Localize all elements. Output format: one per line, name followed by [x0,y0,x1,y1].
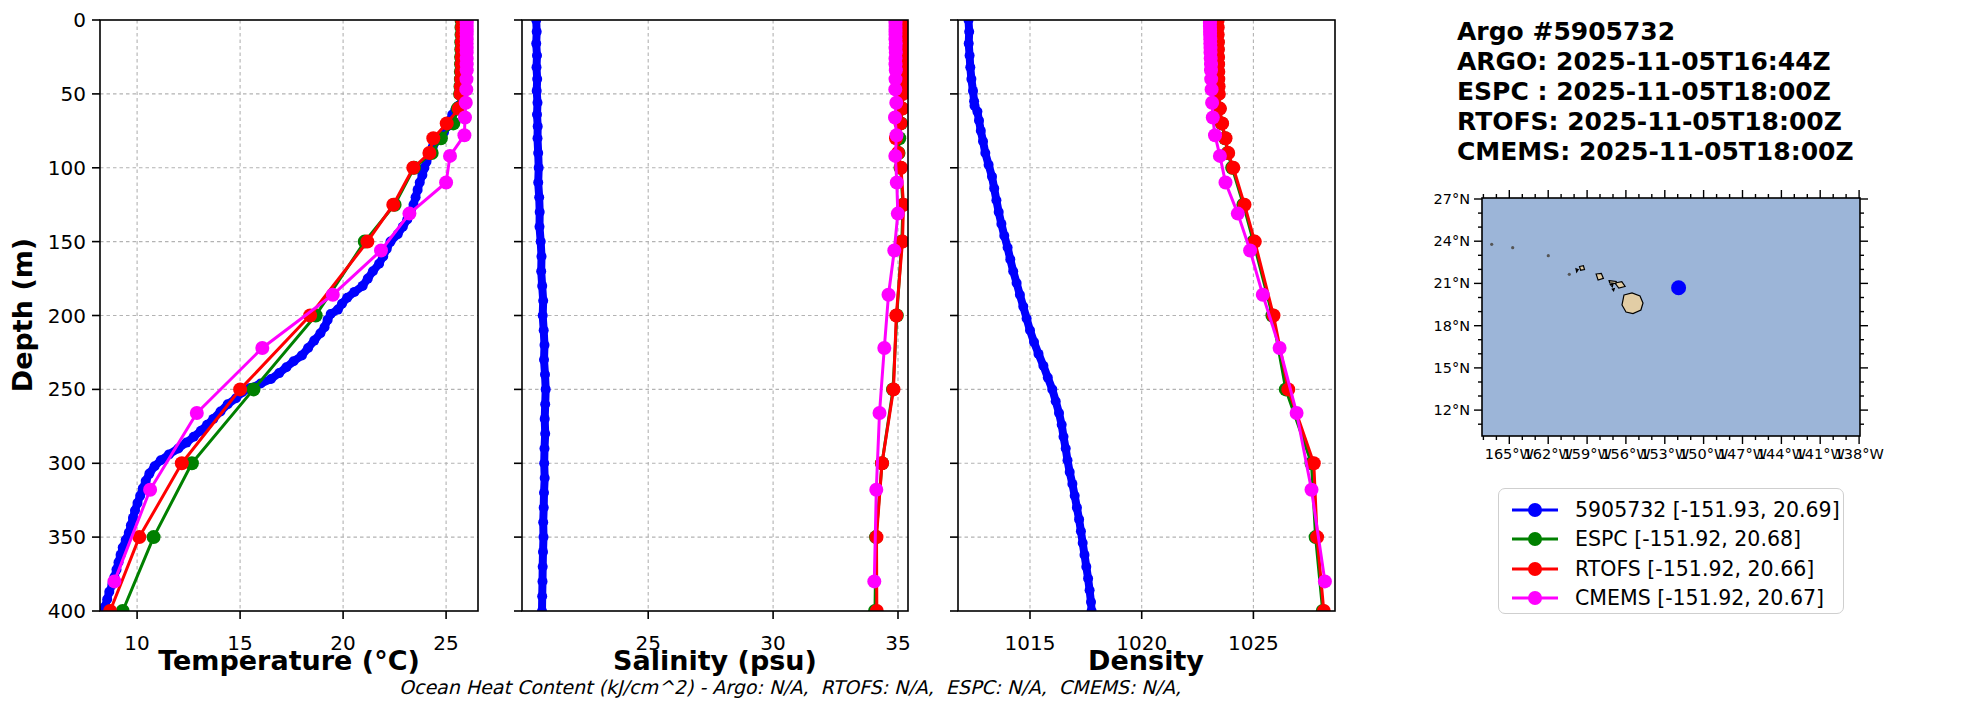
rtofs-line-marker-icon [1509,560,1561,578]
legend-label-espc: ESPC [-151.92, 20.68] [1575,527,1801,551]
espc-series-line [116,13,469,618]
depth-tick-label: 100 [48,156,86,180]
islet [1547,254,1550,257]
map-lat-label: 18°N [1433,318,1470,334]
map-lon-label: 138°W [1834,446,1883,462]
info-line-rtofs: RTOFS: 2025-11-05T18:00Z [1457,107,1854,137]
depth-tick-label: 200 [48,304,86,328]
map-ocean [1482,198,1860,436]
map-lat-label: 12°N [1433,402,1470,418]
info-line-espc: ESPC : 2025-11-05T18:00Z [1457,77,1854,107]
density-plot: 101510201025 [950,13,1335,655]
island-bigisland [1622,293,1643,314]
depth-axis-label: Depth (m) [7,238,38,392]
cmems-line-marker-icon [1509,589,1561,607]
figure: 1015202505010015020025030035040025303510… [0,0,1967,712]
info-line-cmems: CMEMS: 2025-11-05T18:00Z [1457,137,1854,167]
salinity-plot: 253035 [514,13,911,655]
ohc-caption: Ocean Heat Content (kJ/cm^2) - Argo: N/A… [399,676,1181,698]
temperature-plot: 10152025050100150200250300350400 [48,8,478,655]
density-axis-title: Density [1088,645,1204,676]
depth-tick-label: 400 [48,599,86,623]
depth-tick-label: 350 [48,525,86,549]
argo-series-line [531,15,551,616]
legend-item-rtofs: RTOFS [-151.92, 20.66] [1509,554,1843,584]
info-block: Argo #5905732 ARGO: 2025-11-05T16:44Z ES… [1457,17,1854,167]
legend-item-cmems: CMEMS [-151.92, 20.67] [1509,584,1843,614]
island-kahoolawe [1612,289,1614,291]
legend-item-espc: ESPC [-151.92, 20.68] [1509,525,1843,555]
map-lat-label: 27°N [1433,191,1470,207]
legend-label-argo: 5905732 [-151.93, 20.69] [1575,498,1840,522]
legend-label-cmems: CMEMS [-151.92, 20.67] [1575,586,1824,610]
legend: 5905732 [-151.93, 20.69] ESPC [-151.92, … [1498,488,1844,614]
legend-label-rtofs: RTOFS [-151.92, 20.66] [1575,557,1814,581]
x-tick-label: 1015 [1005,631,1056,655]
x-tick-label: 1025 [1228,631,1279,655]
map-lat-label: 24°N [1433,233,1470,249]
island-molokai [1609,281,1616,284]
info-line-argo: ARGO: 2025-11-05T16:44Z [1457,47,1854,77]
location-map: 165°W162°W159°W156°W153°W150°W147°W144°W… [1433,190,1883,462]
argo-line-marker-icon [1509,501,1561,519]
depth-tick-label: 150 [48,230,86,254]
islet [1568,273,1571,276]
island-kauai [1580,266,1585,271]
depth-tick-label: 250 [48,377,86,401]
float-position-dot [1671,280,1686,295]
x-tick-label: 10 [124,631,149,655]
depth-tick-label: 300 [48,451,86,475]
depth-tick-label: 50 [61,82,86,106]
info-line-title: Argo #5905732 [1457,17,1854,47]
temperature-grid [100,20,478,611]
salinity-grid [522,20,908,611]
x-tick-label: 25 [433,631,458,655]
salinity-axis-title: Salinity (psu) [613,645,817,676]
espc-line-marker-icon [1509,530,1561,548]
temperature-axis-title: Temperature (°C) [158,645,420,676]
cmems-series-line [107,14,473,589]
map-lat-label: 21°N [1433,275,1470,291]
depth-tick-label: 0 [73,8,86,32]
map-lat-label: 15°N [1433,360,1470,376]
islet [1490,243,1493,246]
islet [1511,246,1514,249]
x-tick-label: 35 [885,631,910,655]
legend-item-argo: 5905732 [-151.93, 20.69] [1509,495,1843,525]
island-oahu [1596,273,1603,280]
